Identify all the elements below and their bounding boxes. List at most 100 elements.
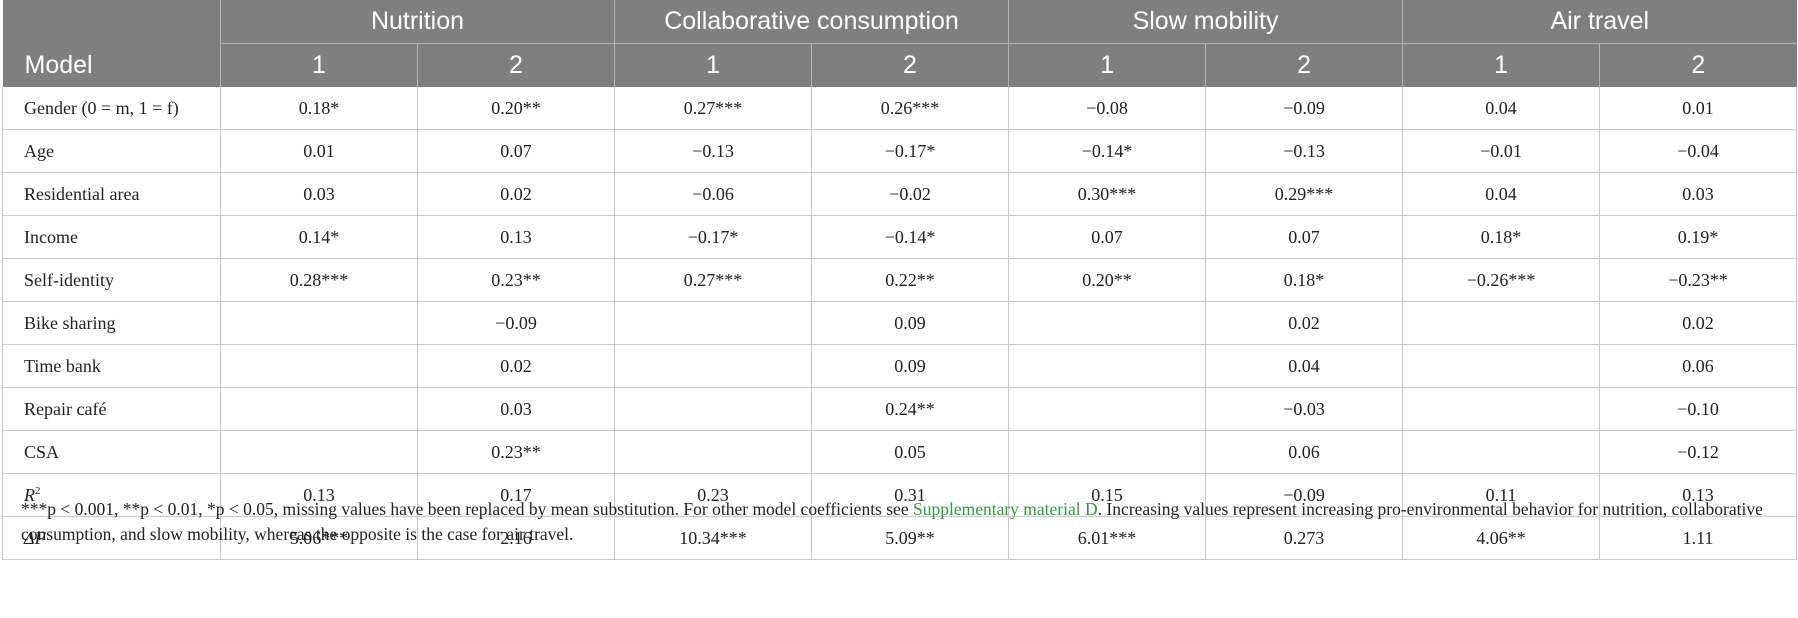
- table-cell: −0.12: [1599, 430, 1798, 474]
- row-label-delta-f: ΔF: [2, 516, 221, 560]
- table-cell: −0.17*: [810, 129, 1010, 173]
- group-header-air-travel: Air travel: [1402, 0, 1797, 44]
- table-cell: 0.02: [1205, 301, 1404, 345]
- table-cell: 4.06**: [1402, 516, 1601, 560]
- table-cell: 0.20**: [1008, 258, 1207, 302]
- table-row: Self-identity 0.28*** 0.23** 0.27*** 0.2…: [2, 258, 1798, 302]
- table-cell: −0.13: [614, 129, 812, 173]
- table-row: Residential area 0.03 0.02 −0.06 −0.02 0…: [2, 172, 1798, 216]
- group-header-slow-mobility: Slow mobility: [1008, 0, 1403, 44]
- table-cell: 0.03: [1599, 172, 1798, 216]
- table-cell: 0.11: [1402, 473, 1601, 517]
- table-cell: −0.06: [614, 172, 812, 216]
- table-cell: −0.09: [417, 301, 615, 345]
- table-cell: [1402, 430, 1601, 474]
- table-cell: 0.24**: [810, 387, 1010, 431]
- table-cell: 0.30***: [1008, 172, 1207, 216]
- table-cell: 0.01: [220, 129, 418, 173]
- table-cell: 5.09**: [810, 516, 1010, 560]
- table-cell: −0.01: [1402, 129, 1601, 173]
- table-cell: 0.04: [1402, 172, 1601, 216]
- table-cell: 0.06: [1205, 430, 1404, 474]
- table-cell: 0.27***: [614, 87, 812, 130]
- table-footnote: ***p < 0.001, **p < 0.01, *p < 0.05, mis…: [21, 497, 1786, 547]
- table-cell: [220, 387, 418, 431]
- table-cell: 0.29***: [1205, 172, 1404, 216]
- table-cell: [614, 387, 812, 431]
- table-cell: −0.17*: [614, 215, 812, 259]
- model-number-header: 1: [614, 43, 812, 87]
- table-cell: 5.06***: [220, 516, 418, 560]
- table-cell: 2.16: [417, 516, 615, 560]
- table-cell: 0.22**: [810, 258, 1010, 302]
- model-number-header: 2: [810, 43, 1009, 87]
- table-cell: −0.10: [1599, 387, 1798, 431]
- table-cell: [1402, 344, 1601, 388]
- table-cell: [1402, 301, 1601, 345]
- table-cell: [1008, 344, 1207, 388]
- table-cell: 0.09: [810, 301, 1010, 345]
- table-row: Gender (0 = m, 1 = f) 0.18* 0.20** 0.27*…: [2, 87, 1798, 130]
- table-cell: 10.34***: [614, 516, 812, 560]
- table-cell: 0.18*: [1402, 215, 1601, 259]
- row-label-residential-area: Residential area: [2, 172, 221, 216]
- table-cell: 0.23**: [417, 430, 615, 474]
- group-header-collaborative-consumption: Collaborative consumption: [613, 0, 1009, 44]
- table-cell: 0.17: [417, 473, 615, 517]
- table-cell: −0.02: [810, 172, 1010, 216]
- regression-table: Nutrition Collaborative consumption Slow…: [2, 0, 1798, 560]
- table-cell: 0.13: [220, 473, 418, 517]
- table-cell: 0.13: [417, 215, 615, 259]
- row-label-bike-sharing: Bike sharing: [2, 301, 221, 345]
- table-cell: 0.07: [417, 129, 615, 173]
- table-cell: 0.02: [417, 344, 615, 388]
- table-cell: 0.31: [810, 473, 1010, 517]
- table-row: Bike sharing −0.09 0.09 0.02 0.02: [2, 301, 1798, 345]
- table-cell: 0.28***: [220, 258, 418, 302]
- table-cell: 0.07: [1205, 215, 1404, 259]
- table-cell: −0.23**: [1599, 258, 1798, 302]
- table-cell: 0.03: [220, 172, 418, 216]
- group-header-nutrition: Nutrition: [220, 0, 615, 44]
- r-squared-symbol: R: [24, 484, 35, 505]
- table-cell: [1008, 430, 1207, 474]
- row-label-gender: Gender (0 = m, 1 = f): [2, 87, 221, 130]
- table-cell: 0.18*: [220, 87, 418, 130]
- table-cell: 1.11: [1599, 516, 1798, 560]
- table-row: CSA 0.23** 0.05 0.06 −0.12: [2, 430, 1798, 474]
- model-number-header: 1: [1402, 43, 1600, 87]
- table-cell: −0.26***: [1402, 258, 1601, 302]
- table-cell: −0.08: [1008, 87, 1207, 130]
- row-label-age: Age: [2, 129, 221, 173]
- table-row: Repair café 0.03 0.24** −0.03 −0.10: [2, 387, 1798, 431]
- model-number-header: 1: [1008, 43, 1206, 87]
- table-row: ΔF 5.06*** 2.16 10.34*** 5.09** 6.01*** …: [2, 516, 1798, 560]
- model-number-header: 2: [417, 43, 615, 87]
- supplementary-material-link[interactable]: Supplementary material D: [912, 499, 1098, 519]
- table-cell: [220, 430, 418, 474]
- table-cell: [614, 301, 812, 345]
- table-row: R2 0.13 0.17 0.23 0.31 0.15 −0.09 0.11 0…: [2, 473, 1798, 517]
- results-table-container: Nutrition Collaborative consumption Slow…: [2, 0, 1798, 560]
- table-cell: 0.09: [810, 344, 1010, 388]
- table-cell: 0.27***: [614, 258, 812, 302]
- table-cell: 0.23**: [417, 258, 615, 302]
- table-cell: 0.04: [1205, 344, 1404, 388]
- table-cell: 0.273: [1205, 516, 1404, 560]
- table-cell: [220, 344, 418, 388]
- row-label-repair-cafe: Repair café: [2, 387, 221, 431]
- table-cell: 0.03: [417, 387, 615, 431]
- table-cell: 0.20**: [417, 87, 615, 130]
- group-header-row: Nutrition Collaborative consumption Slow…: [2, 0, 1797, 44]
- table-cell: −0.14*: [810, 215, 1010, 259]
- table-cell: −0.09: [1205, 473, 1404, 517]
- row-label-r-squared: R2: [2, 473, 221, 517]
- table-cell: 0.15: [1008, 473, 1207, 517]
- table-cell: 0.04: [1402, 87, 1601, 130]
- table-cell: −0.13: [1205, 129, 1404, 173]
- r-squared-exponent: 2: [35, 484, 41, 497]
- footnote-text-end: . Increasing values represent increasing…: [21, 499, 1763, 544]
- table-cell: −0.09: [1205, 87, 1404, 130]
- table-cell: [1008, 301, 1207, 345]
- table-cell: 0.01: [1599, 87, 1798, 130]
